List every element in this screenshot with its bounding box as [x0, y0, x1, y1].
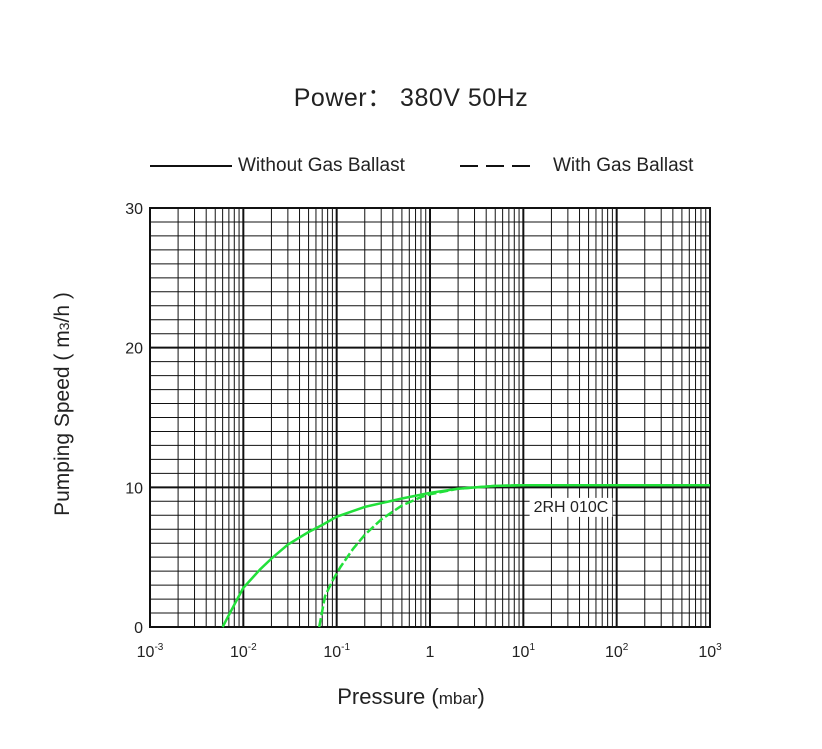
- legend-solid-line: [150, 165, 232, 167]
- x-tick-label: 101: [512, 642, 536, 661]
- legend-dash-segment: [486, 165, 504, 167]
- y-tick-label: 30: [125, 201, 143, 218]
- y-tick-label: 20: [125, 341, 143, 358]
- x-axis-unit: mbar: [438, 689, 478, 708]
- annotation-background: [529, 497, 613, 517]
- plot-border: [149, 207, 711, 628]
- grid: [149, 207, 710, 628]
- legend: Without Gas Ballast With Gas Ballast: [0, 152, 822, 180]
- x-tick-label: 1: [426, 644, 435, 661]
- series-group: [221, 483, 710, 628]
- x-axis-label: Pressure (mbar): [337, 684, 485, 709]
- chart-title: Power： 380V 50Hz: [293, 84, 529, 112]
- x-axis-label-text: Pressure: [337, 684, 426, 709]
- plot-frame: [149, 207, 711, 628]
- legend-label-without-gas-ballast: Without Gas Ballast: [238, 155, 405, 176]
- x-tick-label: 10-3: [137, 642, 164, 661]
- legend-dash-segment: [460, 165, 478, 167]
- series-without-gas-ballast-line: [221, 483, 710, 628]
- annotation-label: 2RH 010C: [534, 499, 609, 516]
- x-tick-label: 10-1: [323, 642, 350, 661]
- x-tick-label: 103: [698, 642, 722, 661]
- annotation-group: 2RH 010C: [529, 497, 613, 517]
- y-tick-labels: 0 10 20 30: [125, 201, 143, 637]
- legend-dash-segment: [512, 165, 530, 167]
- x-tick-label: 102: [605, 642, 629, 661]
- x-tick-label: 10-2: [230, 642, 257, 661]
- x-tick-labels: 10-3 10-2 10-1 1 101 102 103: [137, 642, 722, 661]
- legend-label-with-gas-ballast: With Gas Ballast: [553, 155, 694, 176]
- y-tick-label: 0: [134, 620, 143, 637]
- series-with-gas-ballast-line: [317, 483, 710, 628]
- y-tick-label: 10: [125, 480, 143, 497]
